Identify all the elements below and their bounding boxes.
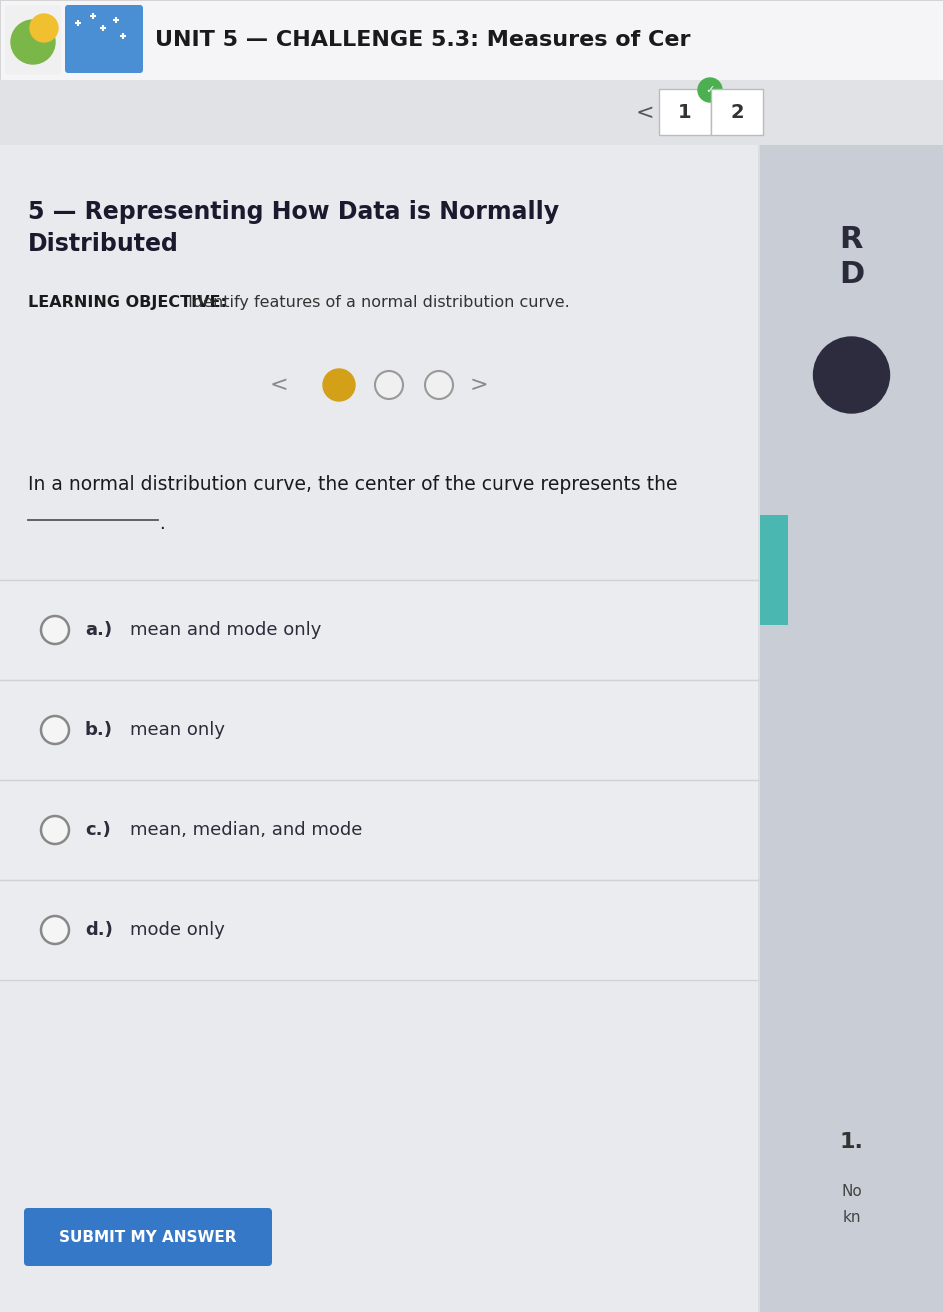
FancyBboxPatch shape: [0, 781, 758, 880]
Circle shape: [814, 337, 889, 413]
Text: 1: 1: [678, 102, 692, 122]
Text: D: D: [839, 260, 864, 289]
FancyBboxPatch shape: [760, 516, 788, 625]
Text: kn: kn: [842, 1210, 861, 1224]
Circle shape: [323, 369, 355, 401]
FancyBboxPatch shape: [5, 5, 61, 75]
Text: mean and mode only: mean and mode only: [130, 621, 322, 639]
FancyBboxPatch shape: [24, 1208, 272, 1266]
Text: In a normal distribution curve, the center of the curve represents the: In a normal distribution curve, the cent…: [28, 475, 677, 495]
Circle shape: [41, 617, 69, 644]
Text: <: <: [636, 102, 654, 122]
FancyBboxPatch shape: [0, 680, 758, 781]
FancyBboxPatch shape: [0, 880, 758, 980]
Text: UNIT 5 — CHALLENGE 5.3: Measures of Cer: UNIT 5 — CHALLENGE 5.3: Measures of Cer: [155, 30, 690, 50]
Circle shape: [41, 816, 69, 844]
Text: SUBMIT MY ANSWER: SUBMIT MY ANSWER: [59, 1229, 237, 1245]
Text: 5 — Representing How Data is Normally: 5 — Representing How Data is Normally: [28, 199, 559, 224]
Text: c.): c.): [85, 821, 110, 838]
FancyBboxPatch shape: [65, 5, 143, 73]
Text: mean, median, and mode: mean, median, and mode: [130, 821, 362, 838]
Circle shape: [41, 716, 69, 744]
Text: .: .: [159, 516, 165, 533]
Text: <: <: [270, 375, 289, 395]
Text: 1.: 1.: [839, 1132, 864, 1152]
Text: mean only: mean only: [130, 722, 225, 739]
Text: a.): a.): [85, 621, 112, 639]
Text: d.): d.): [85, 921, 113, 939]
Text: mode only: mode only: [130, 921, 224, 939]
Text: LEARNING OBJECTIVE:: LEARNING OBJECTIVE:: [28, 295, 227, 310]
Circle shape: [41, 916, 69, 945]
Circle shape: [698, 77, 722, 102]
FancyBboxPatch shape: [0, 0, 943, 80]
Circle shape: [30, 14, 58, 42]
Circle shape: [425, 371, 453, 399]
FancyBboxPatch shape: [0, 580, 758, 680]
Text: b.): b.): [85, 722, 113, 739]
FancyBboxPatch shape: [0, 80, 943, 146]
Text: Identify features of a normal distribution curve.: Identify features of a normal distributi…: [183, 295, 570, 310]
Text: 2: 2: [730, 102, 744, 122]
Text: No: No: [841, 1185, 862, 1199]
Text: >: >: [470, 375, 488, 395]
FancyBboxPatch shape: [0, 146, 758, 1312]
FancyBboxPatch shape: [659, 89, 711, 135]
Text: ✓: ✓: [705, 85, 715, 94]
Text: Distributed: Distributed: [28, 232, 179, 256]
FancyBboxPatch shape: [711, 89, 763, 135]
FancyBboxPatch shape: [760, 146, 943, 1312]
Text: R: R: [840, 224, 863, 255]
Circle shape: [375, 371, 403, 399]
Circle shape: [11, 20, 55, 64]
